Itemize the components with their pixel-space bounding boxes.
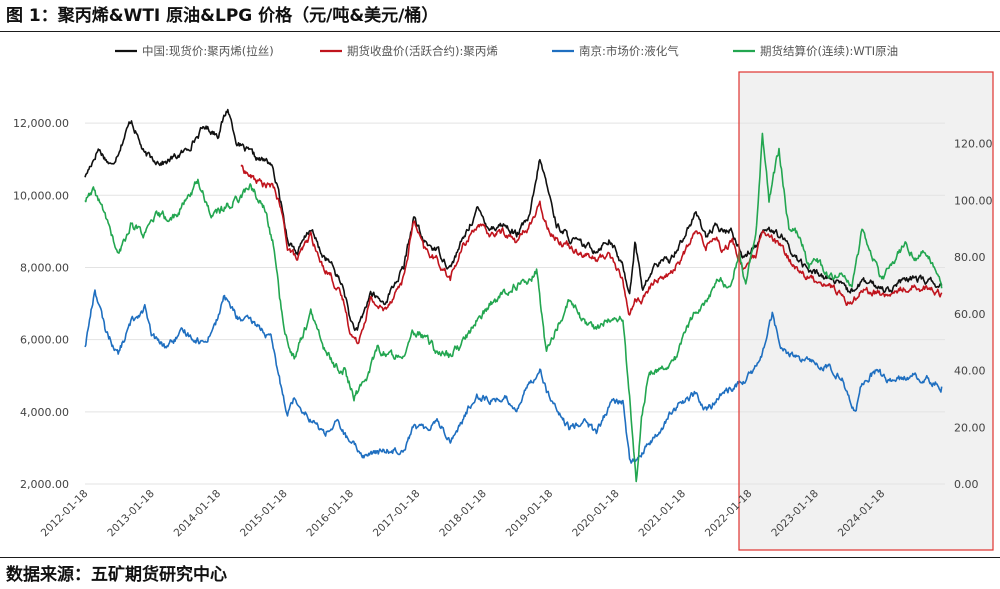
x-tick-label: 2019-01-18 bbox=[504, 488, 556, 540]
x-tick-label: 2015-01-18 bbox=[238, 488, 290, 540]
x-tick-label: 2014-01-18 bbox=[172, 488, 224, 540]
x-tick-label: 2020-01-18 bbox=[570, 488, 622, 540]
right-tick-label: 40.00 bbox=[954, 365, 986, 378]
left-axis-ticks: 2,000.00 4,000.00 6,000.00 8,000.00 10,000.0… bbox=[13, 117, 69, 491]
highlight-frame bbox=[738, 71, 994, 551]
title-divider bbox=[0, 31, 1000, 32]
figure-title: 图 1：聚丙烯&WTI 原油&LPG 价格（元/吨&美元/桶） bbox=[6, 6, 439, 26]
x-tick-label: 2021-01-18 bbox=[636, 488, 688, 540]
x-tick-label: 2016-01-18 bbox=[304, 488, 356, 540]
left-tick-label: 2,000.00 bbox=[20, 478, 69, 491]
x-tick-label: 2018-01-18 bbox=[437, 488, 489, 540]
series-line bbox=[84, 289, 943, 464]
legend: 中国:现货价:聚丙烯(拉丝) 期货收盘价(活跃合约):聚丙烯 南京:市场价:液化气 期… bbox=[115, 44, 898, 58]
series-line bbox=[240, 164, 943, 345]
legend-label: 中国:现货价:聚丙烯(拉丝) bbox=[142, 44, 274, 58]
left-tick-label: 12,000.00 bbox=[13, 117, 69, 130]
right-tick-label: 0.00 bbox=[954, 478, 979, 491]
right-tick-label: 100.00 bbox=[954, 194, 993, 207]
right-tick-label: 120.00 bbox=[954, 138, 993, 151]
series-lines bbox=[84, 108, 943, 483]
gridlines bbox=[85, 122, 945, 485]
price-chart: 2,000.00 4,000.00 6,000.00 8,000.00 10,000.0… bbox=[13, 44, 994, 551]
x-tick-label: 2012-01-18 bbox=[39, 488, 91, 540]
left-tick-label: 6,000.00 bbox=[20, 334, 69, 347]
legend-label: 期货收盘价(活跃合约):聚丙烯 bbox=[347, 44, 498, 58]
left-tick-label: 4,000.00 bbox=[20, 406, 69, 419]
legend-label: 南京:市场价:液化气 bbox=[579, 44, 679, 58]
right-tick-label: 20.00 bbox=[954, 421, 986, 434]
x-tick-label: 2013-01-18 bbox=[105, 488, 157, 540]
legend-label: 期货结算价(连续):WTI原油 bbox=[760, 44, 898, 58]
left-tick-label: 8,000.00 bbox=[20, 261, 69, 274]
series-line bbox=[84, 132, 943, 483]
series-line bbox=[84, 108, 943, 332]
highlight-region bbox=[739, 72, 993, 550]
right-axis-ticks: 0.00 20.00 40.00 60.00 80.00 100.00 120.00 bbox=[954, 138, 993, 491]
x-tick-label: 2017-01-18 bbox=[371, 488, 423, 540]
figure-source: 数据来源：五矿期货研究中心 bbox=[6, 565, 227, 585]
source-divider bbox=[0, 557, 1000, 558]
right-tick-label: 80.00 bbox=[954, 251, 986, 264]
right-tick-label: 60.00 bbox=[954, 308, 986, 321]
left-tick-label: 10,000.00 bbox=[13, 189, 69, 202]
